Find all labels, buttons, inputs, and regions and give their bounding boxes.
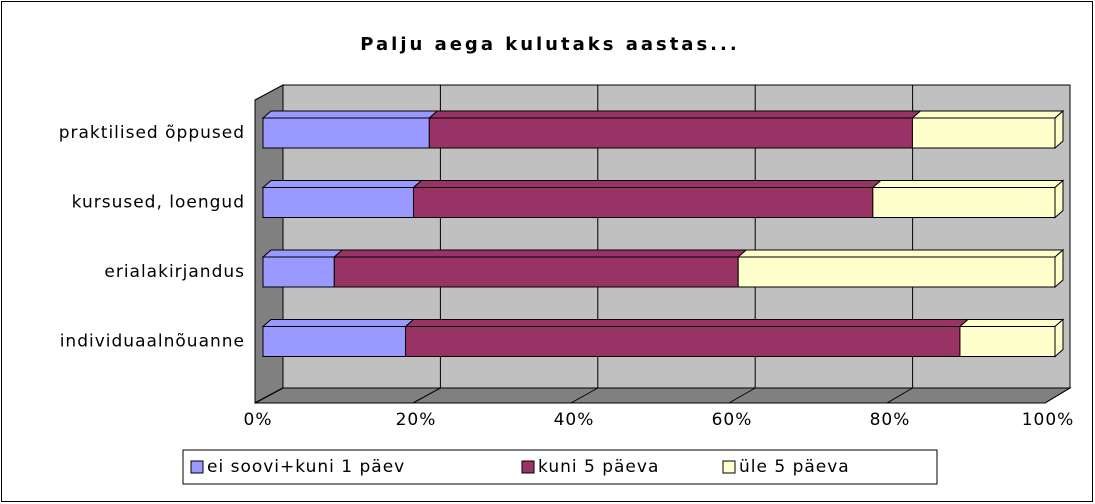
bar-top [427, 110, 922, 119]
bar-segment [261, 180, 423, 218]
bar-segment [958, 318, 1065, 358]
grid-line [1044, 387, 1071, 404]
x-tick-label: 80% [870, 410, 911, 430]
x-tick-label: 60% [712, 410, 753, 430]
legend-label: kuni 5 päeva [538, 457, 659, 477]
bar-side [1054, 248, 1064, 289]
bar-segment [404, 319, 970, 357]
bar-top [332, 249, 748, 258]
bar-front [333, 256, 739, 288]
bar-front [405, 326, 961, 357]
bar-top [911, 110, 1065, 119]
bar-front [262, 117, 430, 149]
bar-segment [261, 110, 439, 149]
grid-line [728, 387, 756, 404]
legend-label: ei soovi+kuni 1 päev [207, 457, 405, 477]
y-tick-label: kursused, loengud [72, 193, 245, 213]
legend-label: üle 5 päeva [739, 457, 850, 477]
bar-segment [911, 109, 1065, 150]
y-tick-label: individuaalnõuanne [60, 332, 245, 352]
bar-front [911, 117, 1056, 149]
legend-swatch [722, 460, 736, 474]
bar-front [737, 256, 1056, 288]
bar-front [412, 187, 874, 218]
bar-front [959, 326, 1056, 357]
bar-side [1054, 318, 1064, 358]
bar-segment [871, 179, 1065, 219]
x-tick-label: 40% [554, 410, 595, 430]
chart-title: Palju aega kulutaks aastas... [360, 34, 739, 55]
bar-top [736, 249, 1065, 258]
bar-side [1054, 179, 1064, 219]
bar-segment [412, 180, 883, 218]
bar-side [1054, 109, 1064, 150]
bar-front [872, 187, 1056, 218]
grid-line [412, 387, 441, 404]
floor [254, 387, 1072, 404]
bar-top [404, 319, 970, 327]
y-tick-label: erialakirjandus [104, 262, 245, 282]
grid-line [254, 387, 284, 404]
bar-segment [427, 110, 922, 149]
bar-front [262, 256, 335, 288]
bar-front [428, 117, 913, 149]
legend-swatch [190, 460, 204, 474]
bar-segment [261, 319, 415, 357]
x-tick-label: 0% [244, 410, 273, 430]
bar-segment [332, 249, 748, 288]
x-tick-label: 20% [396, 410, 437, 430]
grid-line [886, 387, 913, 404]
bar-top [261, 110, 439, 119]
bar-top [261, 180, 423, 188]
bar-segment [261, 249, 344, 288]
grid-line [570, 387, 599, 404]
bar-front [262, 326, 407, 357]
bar-segment [736, 248, 1065, 289]
bar-top [871, 180, 1065, 188]
legend-swatch [521, 460, 535, 474]
bar-top [412, 180, 883, 188]
bar-top [261, 249, 344, 258]
legend-box [182, 449, 938, 485]
x-tick-label: 100% [1022, 410, 1075, 430]
bar-top [958, 319, 1065, 327]
y-tick-label: praktilised õppused [59, 123, 245, 143]
bar-top [261, 319, 415, 327]
bar-front [262, 187, 414, 218]
